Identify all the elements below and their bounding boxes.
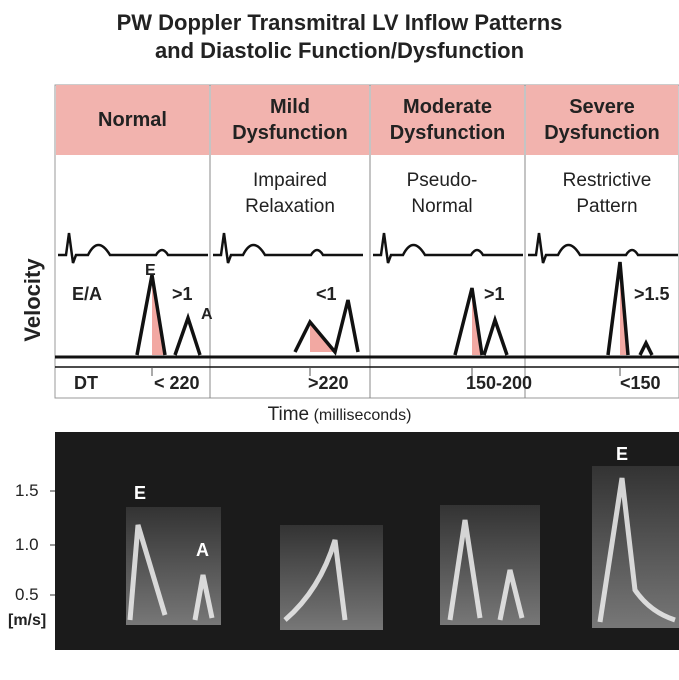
echo-y-tick: 1.0	[15, 535, 39, 554]
echo-axis-ticks	[50, 490, 55, 596]
ecg-trace	[56, 231, 210, 265]
wave-label: A	[201, 306, 213, 323]
echo-wave-label: E	[616, 444, 629, 464]
echo-wave-label: A	[196, 540, 209, 560]
echo-wave-label: E	[134, 483, 147, 503]
title-line: and Diastolic Function/Dysfunction	[154, 38, 525, 63]
echo-image	[126, 507, 221, 625]
ecg-trace	[371, 231, 525, 265]
dt-value: >220	[308, 373, 349, 393]
column-heading: Normal	[56, 85, 209, 155]
echo-image	[440, 505, 540, 625]
time-unit: (milliseconds)	[313, 407, 412, 424]
pattern-label: Impaired Relaxation	[245, 170, 335, 217]
column-heading: Severe Dysfunction	[526, 85, 678, 155]
row-label: E/A	[72, 284, 103, 304]
ea-ratio: >1.5	[634, 284, 670, 304]
echo-image	[280, 525, 383, 630]
title-line: PW Doppler Transmitral LV Inflow Pattern…	[116, 10, 563, 35]
ea-ratio: >1	[484, 284, 505, 304]
dt-value: < 220	[154, 373, 200, 393]
row-label: DT	[74, 373, 98, 393]
echo-unit: [m/s]	[8, 612, 47, 629]
wave-label: E	[145, 262, 156, 279]
column-heading: Mild Dysfunction	[211, 85, 369, 155]
ea-ratio: <1	[316, 284, 337, 304]
pattern-label: Pseudo-Normal	[406, 170, 478, 217]
time-label: Time	[267, 404, 310, 425]
y-axis-label: Velocity	[20, 258, 45, 342]
ecg-trace	[211, 231, 365, 265]
pattern-label: Restrictive Pattern	[562, 170, 652, 217]
dt-shading	[152, 262, 628, 355]
ecg-trace	[526, 231, 679, 265]
dt-value: 150-200	[466, 373, 533, 393]
echo-y-tick: 1.5	[15, 481, 39, 500]
dt-value: <150	[620, 373, 661, 393]
column-heading: Moderate Dysfunction	[371, 85, 524, 155]
dt-ticks	[151, 367, 621, 376]
echo-y-tick: 0.5	[15, 585, 39, 604]
echo-signal	[127, 477, 676, 623]
ea-ratio: >1	[172, 284, 193, 304]
doppler-waves	[135, 261, 654, 356]
time-axis-label: Time (milliseconds)	[0, 404, 679, 426]
echo-image	[592, 466, 679, 628]
